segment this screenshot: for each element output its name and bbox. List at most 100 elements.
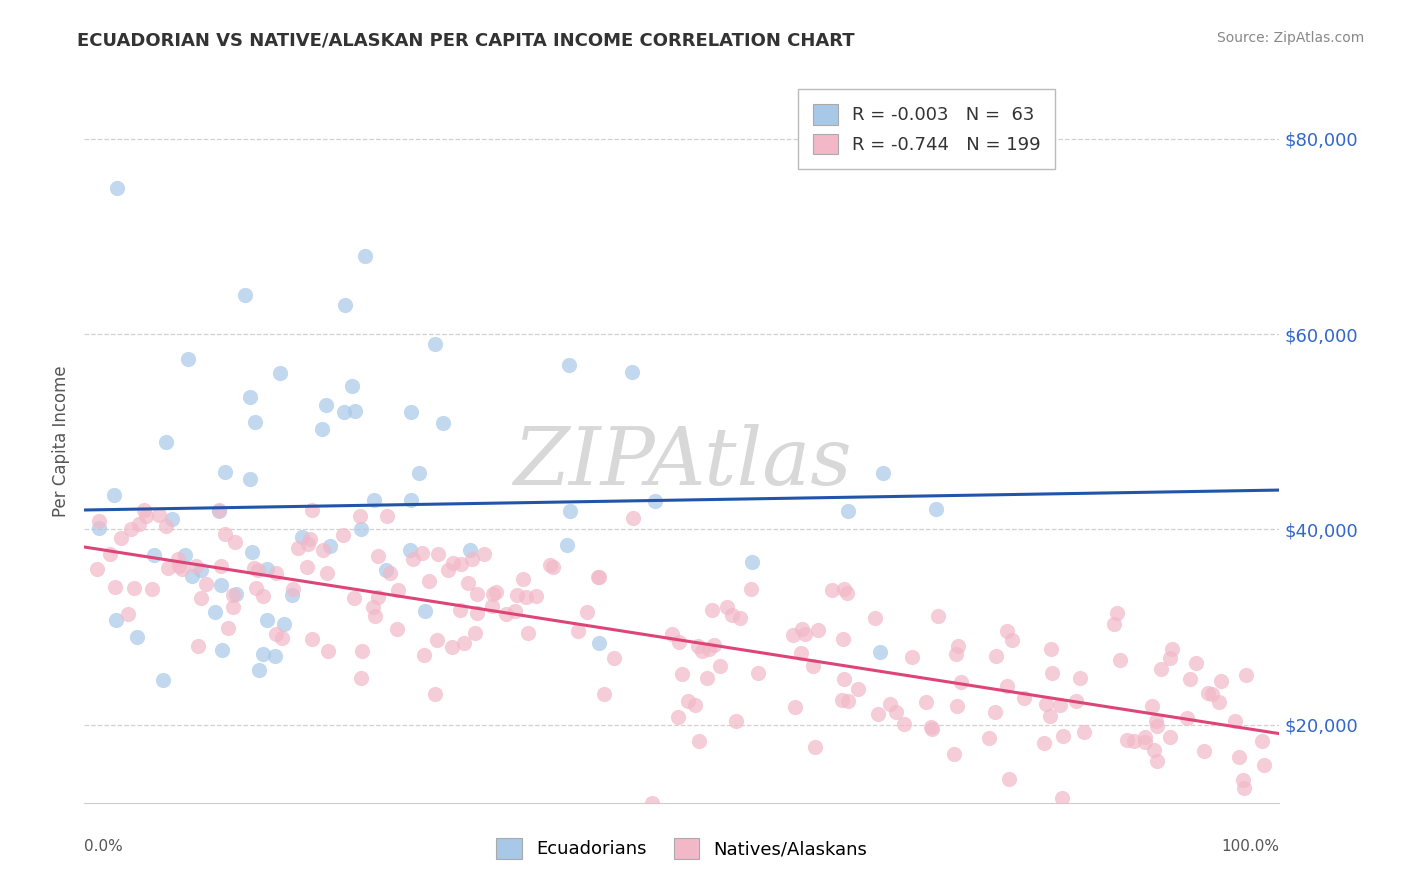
Point — [700, 603, 723, 617]
Point — [1033, 736, 1056, 750]
Point — [942, 747, 965, 762]
Point — [402, 552, 425, 566]
Point — [287, 541, 309, 556]
Point — [1012, 691, 1035, 706]
Point — [399, 493, 422, 508]
Point — [176, 352, 198, 367]
Point — [423, 337, 446, 351]
Point — [167, 551, 190, 566]
Point — [782, 628, 804, 642]
Point — [1049, 698, 1071, 712]
Point — [243, 560, 266, 574]
Point — [105, 180, 128, 194]
Point — [588, 636, 610, 650]
Point — [432, 416, 454, 430]
Text: 100.0%: 100.0% — [1222, 838, 1279, 854]
Point — [495, 607, 517, 621]
Point — [453, 636, 475, 650]
Point — [794, 627, 817, 641]
Point — [120, 522, 142, 536]
Point — [387, 582, 409, 597]
Text: Source: ZipAtlas.com: Source: ZipAtlas.com — [1216, 31, 1364, 45]
Point — [127, 630, 149, 644]
Point — [110, 531, 132, 545]
Point — [832, 672, 855, 686]
Point — [1185, 656, 1208, 670]
Point — [977, 731, 1000, 745]
Point — [340, 379, 363, 393]
Point — [155, 519, 177, 533]
Point — [676, 694, 699, 708]
Point — [485, 584, 508, 599]
Point — [703, 639, 725, 653]
Point — [997, 624, 1019, 639]
Point — [413, 604, 436, 618]
Point — [295, 559, 318, 574]
Text: 0.0%: 0.0% — [84, 838, 124, 854]
Point — [868, 707, 890, 722]
Point — [367, 590, 389, 604]
Point — [128, 516, 150, 531]
Point — [1146, 754, 1168, 768]
Point — [644, 494, 666, 508]
Point — [281, 588, 304, 602]
Point — [181, 569, 204, 583]
Point — [187, 639, 209, 653]
Point — [820, 582, 842, 597]
Point — [1146, 719, 1168, 733]
Point — [239, 472, 262, 486]
Point — [945, 647, 967, 661]
Point — [804, 739, 827, 754]
Point — [621, 511, 644, 525]
Point — [503, 605, 526, 619]
Point — [190, 591, 212, 605]
Point — [122, 582, 145, 596]
Point — [863, 611, 886, 625]
Point — [423, 687, 446, 701]
Point — [363, 492, 385, 507]
Point — [949, 675, 972, 690]
Point — [1197, 686, 1219, 700]
Point — [209, 558, 232, 573]
Point — [103, 488, 125, 502]
Point — [641, 796, 664, 810]
Point — [995, 679, 1018, 693]
Point — [709, 659, 731, 673]
Point — [207, 503, 229, 517]
Point — [915, 695, 938, 709]
Point — [846, 681, 869, 696]
Point — [301, 503, 323, 517]
Point — [586, 569, 609, 583]
Point — [1192, 744, 1215, 758]
Point — [399, 405, 422, 419]
Point — [465, 606, 488, 620]
Point — [869, 645, 891, 659]
Point — [204, 605, 226, 619]
Point — [335, 298, 357, 312]
Point — [801, 659, 824, 673]
Point — [621, 365, 644, 379]
Point — [350, 671, 373, 685]
Point — [1234, 668, 1257, 682]
Point — [273, 616, 295, 631]
Point — [567, 624, 589, 638]
Point — [319, 539, 342, 553]
Point — [247, 663, 270, 677]
Point — [1227, 750, 1250, 764]
Point — [332, 528, 354, 542]
Point — [184, 559, 207, 574]
Point — [155, 434, 177, 449]
Point — [375, 509, 398, 524]
Point — [343, 591, 366, 605]
Point — [361, 599, 384, 614]
Point — [315, 566, 337, 580]
Point — [558, 358, 581, 372]
Point — [152, 673, 174, 687]
Point — [190, 563, 212, 577]
Point — [730, 611, 752, 625]
Point — [316, 643, 339, 657]
Point — [832, 582, 855, 596]
Point — [1040, 641, 1063, 656]
Point — [301, 632, 323, 646]
Point — [807, 623, 830, 637]
